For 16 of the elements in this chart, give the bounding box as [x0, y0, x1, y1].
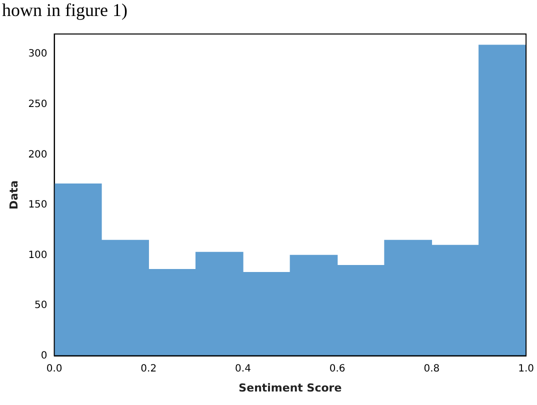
y-tick-label: 50: [34, 300, 48, 312]
y-tick-label: 0: [40, 350, 48, 362]
x-tick-label: 0.2: [140, 363, 157, 374]
x-tick-label: 1.0: [518, 363, 534, 374]
x-tick-label: 0.6: [329, 363, 346, 374]
y-tick-label: 200: [28, 149, 48, 160]
x-tick-label: 0.0: [46, 363, 62, 374]
y-tick-label: 150: [28, 200, 48, 211]
y-tick-label: 300: [28, 48, 48, 60]
y-tick-label: 100: [28, 250, 48, 261]
text: hown in figure 1): [2, 0, 128, 20]
y-tick-label: 250: [28, 98, 48, 110]
y-axis-title: Data: [7, 180, 20, 210]
x-tick-label: 0.8: [424, 363, 440, 374]
x-axis-title: Sentiment Score: [238, 381, 342, 394]
x-tick-label: 0.4: [235, 363, 251, 374]
